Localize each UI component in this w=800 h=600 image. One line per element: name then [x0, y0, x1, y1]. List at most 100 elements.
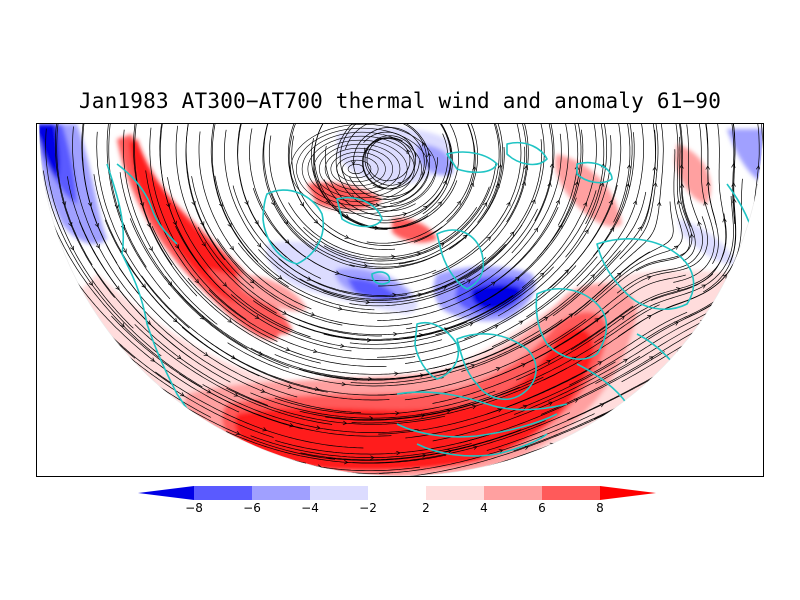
streamline-arrow [531, 199, 536, 204]
streamline-arrow [547, 182, 552, 187]
streamline [516, 273, 714, 381]
streamline-arrow [620, 315, 625, 320]
streamline-arrow [707, 327, 713, 332]
streamline [55, 124, 115, 298]
streamline-arrow [146, 222, 151, 228]
streamline-arrow [172, 220, 177, 226]
streamline [377, 207, 559, 321]
streamline [349, 266, 554, 345]
streamline [151, 226, 321, 364]
streamline-arrow [594, 318, 600, 323]
streamline-arrow [257, 242, 262, 248]
streamline-arrow [703, 200, 708, 206]
streamline [446, 124, 476, 222]
streamline-arrow [731, 198, 737, 203]
streamline-arrow [546, 359, 552, 364]
streamline [519, 201, 674, 349]
colorbar-tick-label: 2 [422, 501, 430, 515]
vortex-streamline [301, 131, 423, 207]
streamline-arrow [661, 436, 666, 441]
streamline-arrow [702, 412, 707, 417]
streamline [673, 367, 763, 424]
streamline-arrow [637, 226, 642, 231]
streamline [664, 432, 763, 476]
streamline-arrow [390, 254, 396, 259]
streamline-arrow [653, 182, 658, 187]
streamline-arrow [180, 451, 186, 456]
streamline-arrow [363, 263, 369, 268]
streamline [439, 133, 562, 305]
streamline [164, 276, 358, 381]
streamline-arrow [101, 413, 107, 419]
streamline [477, 124, 502, 223]
streamline-arrow [574, 181, 579, 186]
streamline-arrow [233, 392, 239, 397]
streamline-arrow [676, 287, 681, 292]
streamline [299, 243, 506, 300]
streamline-arrow [179, 392, 185, 397]
streamline-arrow [495, 367, 501, 372]
streamline [349, 208, 538, 307]
streamline-arrow [609, 441, 615, 446]
streamline [155, 371, 364, 449]
vortex-streamline [324, 147, 394, 191]
streamline-arrow [440, 242, 445, 247]
streamline-arrow [657, 201, 662, 207]
colorbar-box [368, 486, 427, 500]
streamline-arrow [254, 314, 260, 319]
streamline-arrow [149, 450, 155, 455]
coastline [535, 288, 608, 360]
streamline-arrow [231, 355, 236, 360]
colorbar-box [194, 486, 253, 500]
streamline-arrow [122, 248, 127, 254]
streamline [323, 124, 452, 221]
vortex-streamline [336, 155, 379, 183]
colorbar-box [426, 486, 485, 500]
streamline-arrow [721, 454, 726, 459]
coastline [414, 322, 459, 380]
streamline-arrow [191, 201, 196, 206]
streamline-arrow [395, 411, 400, 416]
streamline-arrow [493, 324, 499, 329]
streamline [96, 131, 190, 329]
streamline-arrow [651, 398, 656, 403]
streamline [56, 124, 93, 266]
streamline [39, 445, 94, 476]
streamline [673, 124, 715, 283]
coastline [506, 141, 548, 166]
streamline [298, 342, 518, 380]
streamline-arrow [150, 357, 155, 362]
streamline [275, 303, 491, 336]
streamline [433, 250, 621, 369]
streamline-arrow [635, 438, 640, 443]
streamline-arrow [127, 397, 132, 402]
streamline [405, 256, 598, 364]
streamline [594, 136, 693, 303]
streamline-arrow [62, 201, 67, 206]
streamline [619, 376, 763, 455]
streamline-arrow [703, 371, 709, 375]
streamline-arrow [421, 453, 427, 458]
streamline [263, 124, 355, 267]
streamline-arrow [208, 427, 214, 432]
coastline [371, 271, 391, 285]
streamline [106, 124, 171, 300]
streamline-arrow [518, 320, 524, 325]
streamline [123, 129, 218, 325]
streamline-arrow [106, 363, 112, 368]
streamline [546, 216, 708, 348]
streamline-arrow [679, 164, 684, 169]
streamline-arrow [81, 456, 87, 461]
streamline [226, 431, 447, 464]
streamline [250, 347, 470, 380]
streamline [616, 124, 703, 294]
streamline-arrow [310, 312, 316, 317]
streamline [362, 137, 420, 190]
streamline [167, 177, 311, 338]
streamline [353, 127, 426, 197]
streamline [119, 172, 248, 349]
streamline-arrow [727, 352, 733, 358]
streamline-arrow [340, 343, 345, 349]
streamline-arrow [568, 313, 574, 318]
streamline-arrow [375, 202, 380, 208]
